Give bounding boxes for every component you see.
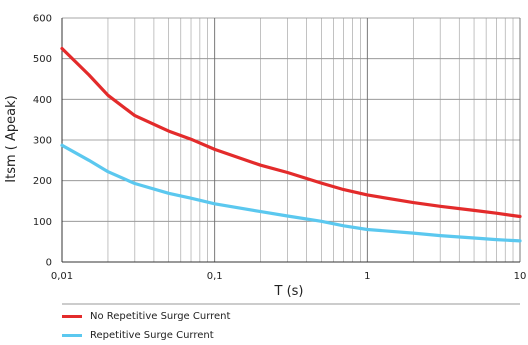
- y-tick-label: 300: [33, 136, 52, 147]
- grid: [61, 17, 521, 262]
- y-tick-label: 200: [33, 176, 52, 187]
- y-tick-label: 400: [33, 95, 52, 106]
- tick-labels: 0 100 200 300 400 500 600 0,01 0,1 1 10: [33, 14, 526, 283]
- y-axis-label: Itsm ( Apeak): [4, 95, 19, 182]
- axes: [61, 18, 520, 263]
- x-axis-label: T (s): [274, 284, 304, 299]
- y-tick-label: 100: [33, 217, 52, 228]
- legend-item-repetitive: Repetitive Surge Current: [62, 327, 214, 343]
- series-lines: [60, 46, 522, 243]
- legend-label: No Repetitive Surge Current: [90, 310, 231, 322]
- x-tick-label: 0,01: [51, 271, 73, 282]
- series-line-no-repetitive: [60, 46, 522, 219]
- legend-item-no-repetitive: No Repetitive Surge Current: [62, 308, 230, 324]
- legend-label: Repetitive Surge Current: [90, 329, 214, 341]
- x-tick-label: 1: [364, 271, 370, 282]
- y-tick-label: 600: [33, 14, 52, 25]
- y-tick-label: 500: [33, 54, 52, 65]
- legend-swatch-blue: [62, 333, 82, 337]
- x-tick-label: 10: [514, 271, 527, 282]
- y-tick-label: 0: [46, 258, 52, 269]
- x-tick-label: 0,1: [207, 271, 223, 282]
- legend-swatch-red: [62, 314, 82, 318]
- series-line-repetitive: [60, 143, 522, 243]
